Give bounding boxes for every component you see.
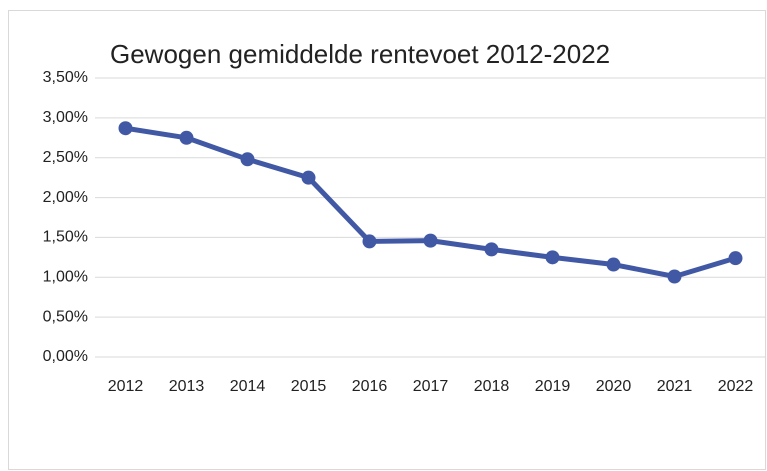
x-tick-label: 2019 bbox=[535, 378, 571, 395]
marker bbox=[423, 233, 438, 248]
y-tick-label: 3,00% bbox=[43, 109, 88, 126]
marker bbox=[484, 242, 499, 257]
x-tick-label: 2021 bbox=[657, 378, 693, 395]
x-tick-label: 2020 bbox=[596, 378, 632, 395]
x-tick-label: 2013 bbox=[169, 378, 205, 395]
y-tick-label: 1,50% bbox=[43, 229, 88, 246]
marker bbox=[240, 152, 255, 167]
x-tick-label: 2012 bbox=[108, 378, 144, 395]
marker bbox=[728, 251, 743, 266]
x-tick-label: 2016 bbox=[352, 378, 388, 395]
chart-title: Gewogen gemiddelde rentevoet 2012-2022 bbox=[110, 39, 610, 69]
x-tick-label: 2014 bbox=[230, 378, 266, 395]
x-tick-label: 2018 bbox=[474, 378, 510, 395]
x-tick-label: 2022 bbox=[718, 378, 754, 395]
x-tick-label: 2015 bbox=[291, 378, 327, 395]
marker bbox=[118, 121, 133, 136]
y-tick-label: 1,00% bbox=[43, 269, 88, 286]
y-tick-label: 3,50% bbox=[43, 69, 88, 86]
marker bbox=[301, 170, 316, 185]
marker bbox=[362, 234, 377, 249]
marker bbox=[606, 257, 621, 272]
y-tick-label: 2,00% bbox=[43, 189, 88, 206]
y-tick-label: 0,50% bbox=[43, 308, 88, 325]
marker bbox=[545, 250, 560, 265]
y-tick-label: 2,50% bbox=[43, 149, 88, 166]
x-tick-label: 2017 bbox=[413, 378, 449, 395]
marker bbox=[179, 130, 194, 145]
y-tick-label: 0,00% bbox=[43, 348, 88, 365]
marker bbox=[667, 269, 682, 284]
